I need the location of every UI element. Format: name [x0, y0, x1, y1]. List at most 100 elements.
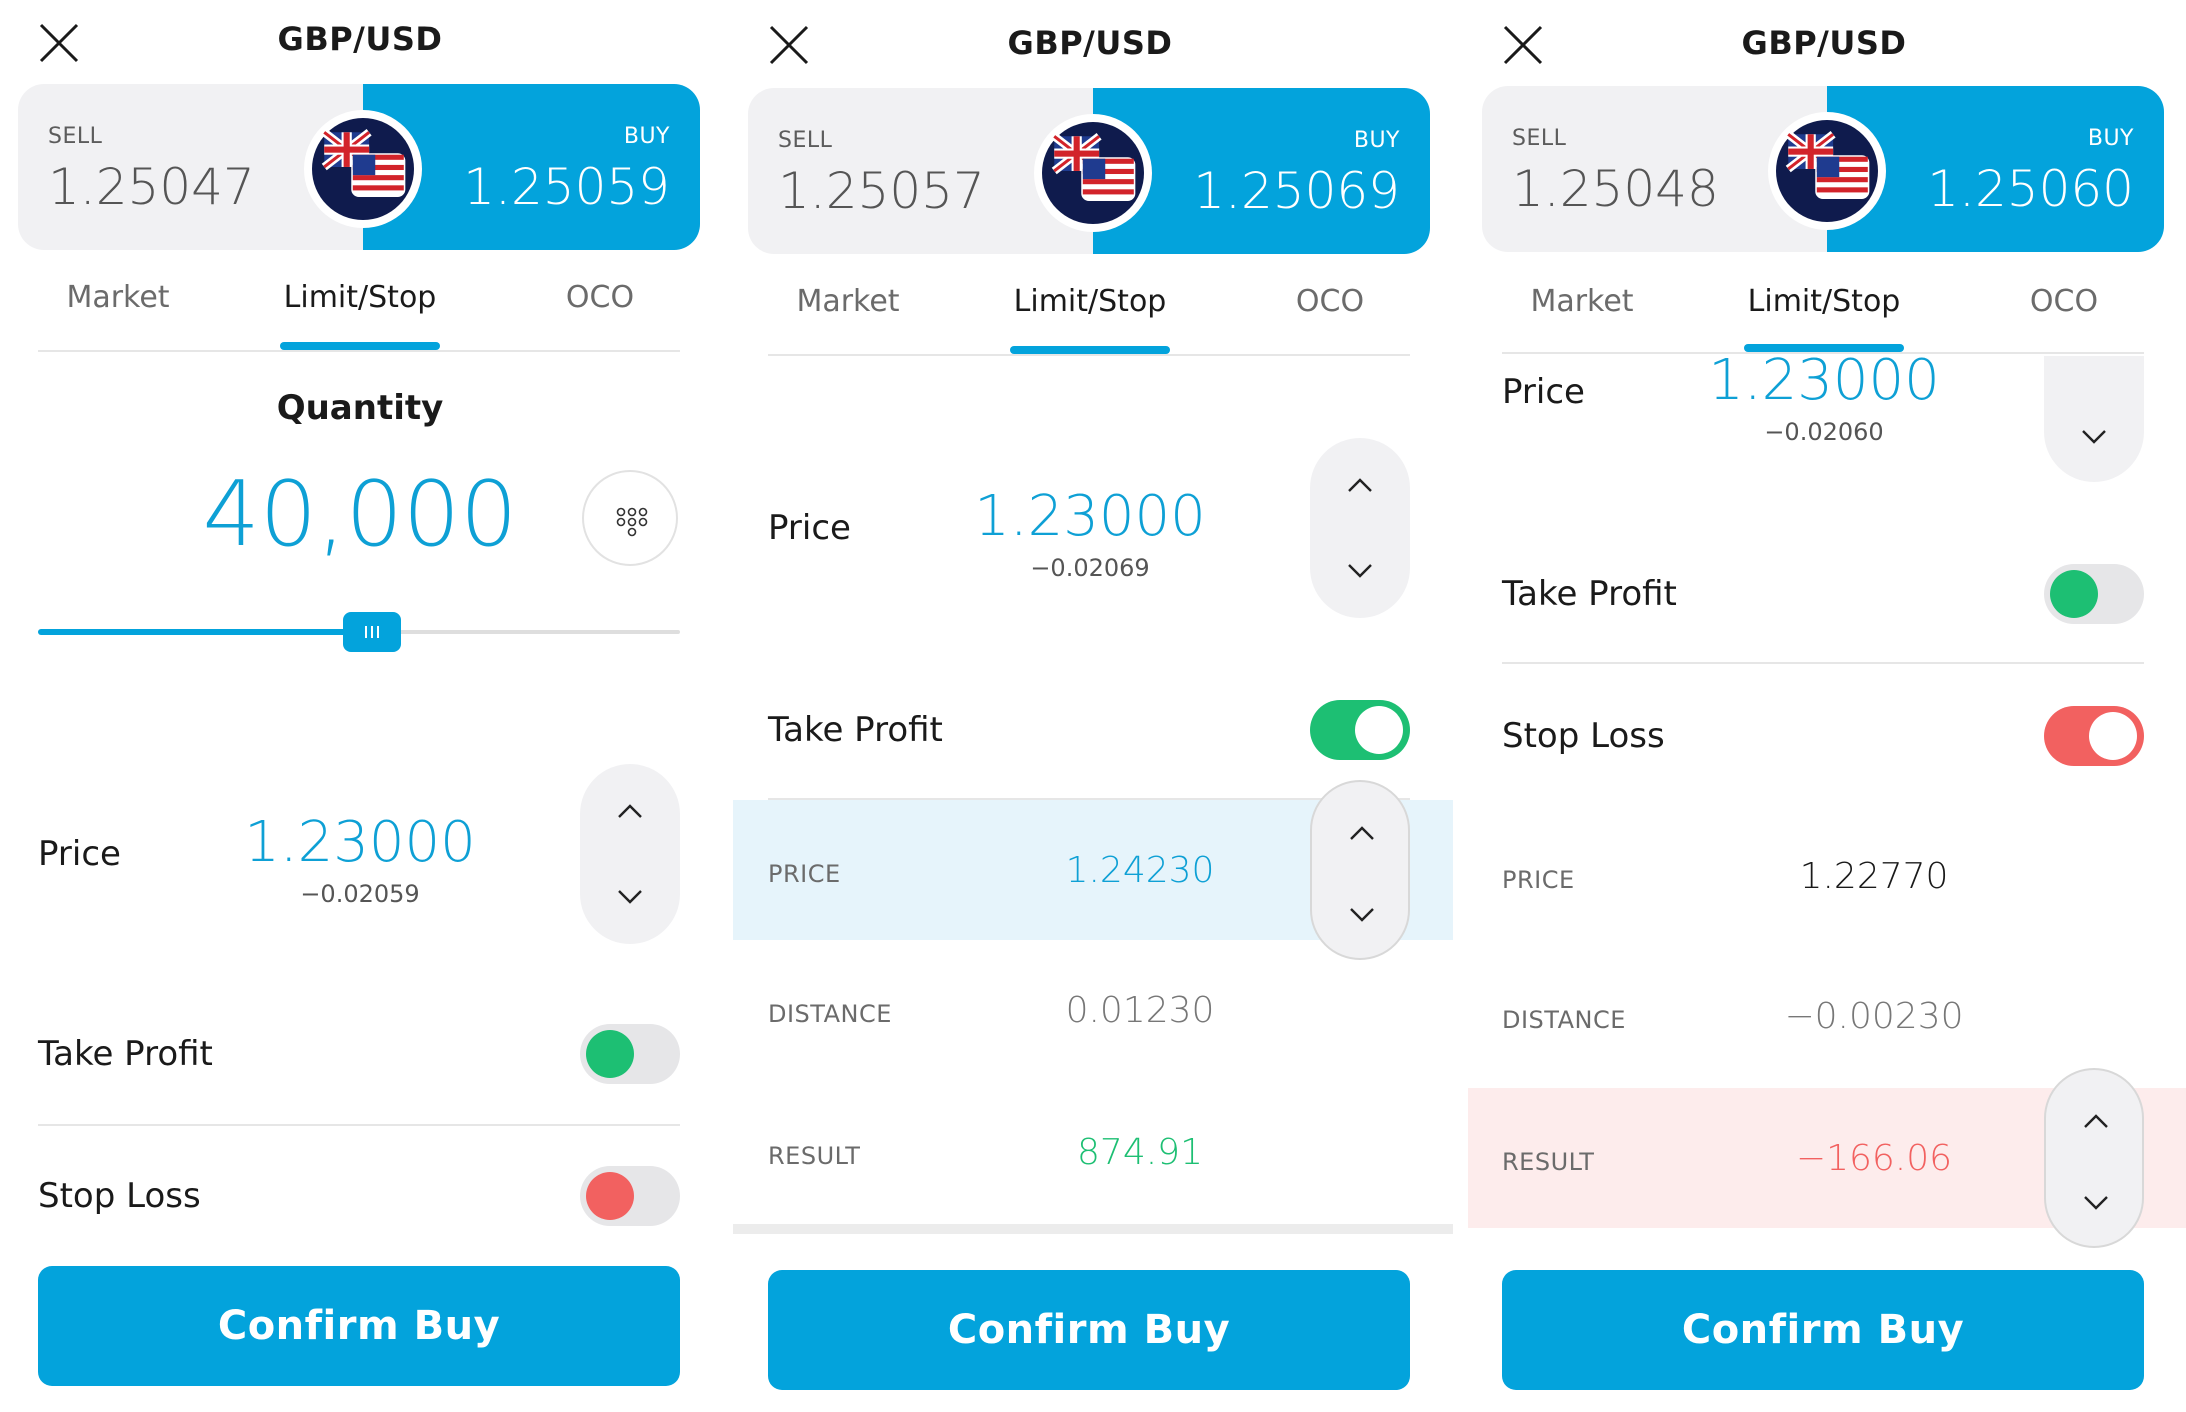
keypad-icon	[616, 507, 648, 537]
instrument-title: GBP/USD	[1007, 24, 1173, 62]
price-value[interactable]: 1.23000	[974, 484, 1206, 549]
chevron-up-icon[interactable]	[2082, 1108, 2110, 1136]
active-tab-indicator	[280, 342, 440, 350]
sell-button[interactable]: SELL 1.25048	[1482, 86, 1827, 252]
sell-label: SELL	[1512, 126, 1567, 151]
buy-price: 1.25059	[463, 158, 670, 216]
divider	[1502, 352, 2144, 354]
tab-market[interactable]: Market	[1530, 284, 1634, 319]
tp-price-label: PRICE	[768, 860, 841, 888]
divider	[768, 354, 1410, 356]
tab-oco[interactable]: OCO	[1295, 284, 1365, 319]
divider	[768, 798, 1410, 800]
chevron-up-icon[interactable]	[1346, 472, 1374, 500]
sl-distance-value: −0.00230	[1784, 996, 1964, 1037]
order-panel-stop-loss: GBP/USD SELL 1.25048 BUY 1.25060 Market …	[1464, 0, 2186, 1412]
sl-result-stepper	[2044, 1068, 2144, 1248]
take-profit-toggle[interactable]	[1310, 700, 1410, 760]
take-profit-label: Take Profit	[768, 710, 943, 750]
price-distance: −0.02060	[1764, 418, 1884, 446]
stop-loss-toggle[interactable]	[2044, 706, 2144, 766]
tp-price-stepper	[1310, 780, 1410, 960]
price-distance: −0.02059	[300, 880, 420, 908]
confirm-buy-button[interactable]: Confirm Buy	[38, 1266, 680, 1386]
quantity-value[interactable]: 40,000	[202, 462, 518, 567]
stop-loss-toggle[interactable]	[580, 1166, 680, 1226]
close-icon[interactable]	[1502, 24, 1544, 66]
sell-price: 1.25047	[48, 158, 255, 216]
price-label: Price	[768, 508, 851, 548]
section-separator	[733, 1224, 1453, 1234]
divider	[1502, 662, 2144, 664]
tp-distance-value: 0.01230	[1065, 990, 1215, 1031]
keypad-button[interactable]	[582, 470, 678, 566]
sl-distance-label: DISTANCE	[1502, 1006, 1626, 1034]
tp-result-value: 874.91	[1077, 1132, 1203, 1173]
close-icon[interactable]	[768, 24, 810, 66]
price-value[interactable]: 1.23000	[244, 810, 476, 875]
chevron-down-icon[interactable]	[2082, 1188, 2110, 1216]
chevron-down-icon[interactable]	[616, 882, 644, 910]
active-tab-indicator	[1010, 346, 1170, 354]
sl-result-value: −166.06	[1795, 1138, 1953, 1179]
chevron-down-icon[interactable]	[2080, 422, 2108, 450]
divider	[38, 1124, 680, 1126]
order-panel-quantity: GBP/USD SELL 1.25047 BUY 1.25059 Market …	[0, 0, 730, 1412]
close-icon[interactable]	[38, 22, 80, 64]
sl-price-label: PRICE	[1502, 866, 1575, 894]
quantity-slider-handle[interactable]	[342, 612, 401, 652]
price-distance: −0.02069	[1030, 554, 1150, 582]
sell-button[interactable]: SELL 1.25057	[748, 88, 1093, 254]
price-label: Price	[38, 834, 121, 874]
tab-market[interactable]: Market	[66, 280, 170, 315]
sl-result-label: RESULT	[1502, 1148, 1595, 1176]
instrument-title: GBP/USD	[1741, 24, 1907, 62]
price-value[interactable]: 1.23000	[1708, 348, 1940, 413]
sell-button[interactable]: SELL 1.25047	[18, 84, 363, 250]
tab-oco[interactable]: OCO	[565, 280, 635, 315]
confirm-buy-button[interactable]: Confirm Buy	[1502, 1270, 2144, 1390]
stop-loss-label: Stop Loss	[38, 1176, 201, 1216]
chevron-up-icon[interactable]	[1348, 820, 1376, 848]
currency-pair-flag-icon	[1768, 112, 1886, 230]
chevron-up-icon[interactable]	[616, 798, 644, 826]
buy-label: BUY	[2087, 126, 2134, 151]
tp-price-value[interactable]: 1.24230	[1065, 850, 1215, 891]
tp-result-label: RESULT	[768, 1142, 861, 1170]
price-stepper	[580, 764, 680, 944]
sell-price: 1.25057	[778, 162, 985, 220]
active-tab-indicator	[1744, 344, 1904, 352]
tab-market[interactable]: Market	[796, 284, 900, 319]
price-selector: SELL 1.25057 BUY 1.25069	[748, 88, 1430, 254]
price-label: Price	[1502, 372, 1585, 412]
take-profit-label: Take Profit	[38, 1034, 213, 1074]
chevron-down-icon[interactable]	[1346, 556, 1374, 584]
stop-loss-label: Stop Loss	[1502, 716, 1665, 756]
price-stepper	[2044, 356, 2144, 482]
buy-price: 1.25069	[1193, 162, 1400, 220]
take-profit-toggle[interactable]	[580, 1024, 680, 1084]
price-selector: SELL 1.25048 BUY 1.25060	[1482, 86, 2164, 252]
sell-label: SELL	[48, 124, 103, 149]
confirm-buy-button[interactable]: Confirm Buy	[768, 1270, 1410, 1390]
instrument-title: GBP/USD	[277, 20, 443, 58]
currency-pair-flag-icon	[304, 110, 422, 228]
buy-label: BUY	[1353, 128, 1400, 153]
tab-limit-stop[interactable]: Limit/Stop	[1747, 284, 1901, 319]
tp-distance-label: DISTANCE	[768, 1000, 892, 1028]
tab-limit-stop[interactable]: Limit/Stop	[283, 280, 437, 315]
tab-limit-stop[interactable]: Limit/Stop	[1013, 284, 1167, 319]
tab-oco[interactable]: OCO	[2029, 284, 2099, 319]
quantity-label: Quantity	[276, 388, 444, 428]
quantity-slider-fill	[38, 629, 372, 635]
buy-price: 1.25060	[1927, 160, 2134, 218]
sl-price-value[interactable]: 1.22770	[1799, 856, 1949, 897]
price-selector: SELL 1.25047 BUY 1.25059	[18, 84, 700, 250]
chevron-down-icon[interactable]	[1348, 900, 1376, 928]
grip-icon	[364, 626, 379, 638]
sell-label: SELL	[778, 128, 833, 153]
take-profit-label: Take Profit	[1502, 574, 1677, 614]
buy-label: BUY	[623, 124, 670, 149]
sell-price: 1.25048	[1512, 160, 1719, 218]
take-profit-toggle[interactable]	[2044, 564, 2144, 624]
